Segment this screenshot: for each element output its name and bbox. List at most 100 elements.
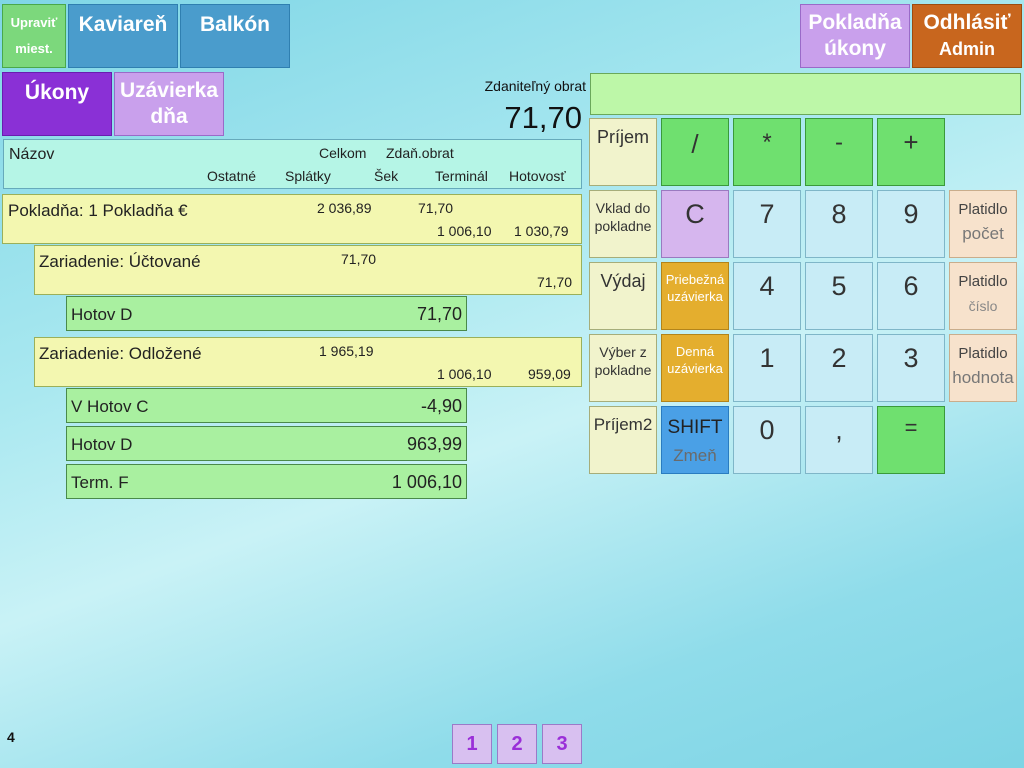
digit-6-label: 6: [903, 271, 919, 301]
prijem-label: Príjem: [596, 127, 649, 147]
header-splatky: Splátky: [285, 168, 331, 184]
vklad-label-1: Vklad do: [595, 200, 651, 216]
digit-8-label: 8: [831, 199, 847, 229]
platidlo-cislo-label-2: číslo: [968, 298, 998, 314]
shift-key[interactable]: SHIFT Zmeň: [661, 406, 729, 474]
platidlo-hodnota-label-1: Platidlo: [958, 345, 1008, 362]
tab-uzavierka-dna[interactable]: Uzávierka dňa: [114, 72, 224, 136]
edit-places-button[interactable]: Upraviť miest.: [2, 4, 66, 68]
vklad-do-pokladne-button[interactable]: Vklad do pokladne: [589, 190, 657, 258]
shift-label-1: SHIFT: [667, 417, 723, 438]
priebezna-label-2: uzávierka: [667, 289, 723, 304]
row-odlozene-name: Zariadenie: Odložené: [39, 344, 202, 363]
row-hotov-d-2-value: 963,99: [406, 434, 462, 454]
tab-ukony[interactable]: Úkony: [2, 72, 112, 136]
row-hotov-d-2[interactable]: Hotov D 963,99: [66, 426, 467, 461]
taxable-turnover-label: Zdaniteľný obrat: [484, 78, 586, 94]
digit-3-label: 3: [903, 343, 919, 373]
tab-uzavierka-label-2: dňa: [150, 105, 188, 128]
digit-7-key[interactable]: 7: [733, 190, 801, 258]
digit-7-label: 7: [759, 199, 775, 229]
platidlo-hodnota-button[interactable]: Platidlo hodnota: [949, 334, 1017, 402]
digit-1-label: 1: [759, 343, 775, 373]
logout-button[interactable]: Odhlásiť Admin: [912, 4, 1022, 68]
shift-label-2: Zmeň: [673, 446, 717, 465]
row-odlozene[interactable]: Zariadenie: Odložené 1 965,19 1 006,10 9…: [34, 337, 582, 387]
cash-operations-label-2: úkony: [824, 37, 886, 60]
row-odlozene-celkom: 1 965,19: [319, 343, 374, 359]
digit-9-label: 9: [903, 199, 919, 229]
cash-operations-button[interactable]: Pokladňa úkony: [800, 4, 910, 68]
row-uctovane-hotovost: 71,70: [537, 274, 573, 290]
digit-5-label: 5: [831, 271, 847, 301]
row-hotov-d-2-name: Hotov D: [71, 435, 133, 454]
vydaj-button[interactable]: Výdaj: [589, 262, 657, 330]
row-term-f[interactable]: Term. F 1 006,10: [66, 464, 467, 499]
record-counter: 4: [7, 729, 15, 745]
digit-2-key[interactable]: 2: [805, 334, 873, 402]
equals-key-label: =: [904, 415, 918, 440]
room-kaviaren-button[interactable]: Kaviareň: [68, 4, 178, 68]
denna-uzavierka-button[interactable]: Denná uzávierka: [661, 334, 729, 402]
platidlo-pocet-label-2: počet: [962, 224, 1004, 243]
page-3-button[interactable]: 3: [542, 724, 582, 764]
plus-key-label: +: [903, 127, 919, 157]
digit-1-key[interactable]: 1: [733, 334, 801, 402]
digit-8-key[interactable]: 8: [805, 190, 873, 258]
room-kaviaren-label: Kaviareň: [78, 13, 168, 36]
digit-5-key[interactable]: 5: [805, 262, 873, 330]
platidlo-cislo-label-1: Platidlo: [958, 273, 1008, 290]
digit-9-key[interactable]: 9: [877, 190, 945, 258]
digit-4-label: 4: [759, 271, 775, 301]
amount-input-display[interactable]: [590, 73, 1021, 115]
tab-uzavierka-label-1: Uzávierka: [119, 79, 219, 102]
page-2-button[interactable]: 2: [497, 724, 537, 764]
row-pokladna-celkom: 2 036,89: [317, 200, 372, 216]
room-balkon-button[interactable]: Balkón: [180, 4, 290, 68]
vyber-z-pokladne-button[interactable]: Výber z pokladne: [589, 334, 657, 402]
multiply-key[interactable]: *: [733, 118, 801, 186]
minus-key[interactable]: -: [805, 118, 873, 186]
platidlo-hodnota-label-2: hodnota: [952, 368, 1014, 387]
edit-places-label-2: miest.: [15, 41, 53, 56]
row-v-hotov-c[interactable]: V Hotov C -4,90: [66, 388, 467, 423]
row-pokladna[interactable]: Pokladňa: 1 Pokladňa € 2 036,89 71,70 1 …: [2, 194, 582, 244]
logout-label-1: Odhlásiť: [923, 11, 1011, 34]
page-2-label: 2: [511, 732, 523, 755]
prijem-button[interactable]: Príjem: [589, 118, 657, 186]
header-ostatne: Ostatné: [207, 168, 257, 184]
row-uctovane[interactable]: Zariadenie: Účtované 71,70 71,70: [34, 245, 582, 295]
divide-key[interactable]: /: [661, 118, 729, 186]
digit-3-key[interactable]: 3: [877, 334, 945, 402]
denna-label-1: Denná: [675, 344, 715, 359]
plus-key[interactable]: +: [877, 118, 945, 186]
comma-key[interactable]: ,: [805, 406, 873, 474]
edit-places-label-1: Upraviť: [10, 15, 58, 30]
vydaj-label: Výdaj: [600, 271, 646, 291]
row-hotov-d-1-value: 71,70: [416, 304, 462, 324]
platidlo-cislo-button[interactable]: Platidlo číslo: [949, 262, 1017, 330]
page-1-label: 1: [466, 732, 478, 755]
room-balkon-label: Balkón: [199, 13, 270, 36]
platidlo-pocet-button[interactable]: Platidlo počet: [949, 190, 1017, 258]
equals-key[interactable]: =: [877, 406, 945, 474]
row-odlozene-terminal: 1 006,10: [437, 366, 492, 382]
prijem2-button[interactable]: Príjem2: [589, 406, 657, 474]
header-terminal: Terminál: [435, 168, 488, 184]
digit-2-label: 2: [831, 343, 847, 373]
digit-4-key[interactable]: 4: [733, 262, 801, 330]
divide-key-label: /: [691, 129, 699, 159]
row-term-f-name: Term. F: [71, 473, 129, 492]
priebezna-uzavierka-button[interactable]: Priebežná uzávierka: [661, 262, 729, 330]
vklad-label-2: pokladne: [594, 218, 652, 234]
digit-6-key[interactable]: 6: [877, 262, 945, 330]
header-hotovost: Hotovosť: [509, 168, 566, 184]
page-1-button[interactable]: 1: [452, 724, 492, 764]
vyber-label-1: Výber z: [599, 344, 647, 360]
digit-0-label: 0: [759, 415, 775, 445]
digit-0-key[interactable]: 0: [733, 406, 801, 474]
row-v-hotov-c-value: -4,90: [420, 396, 462, 416]
clear-key[interactable]: C: [661, 190, 729, 258]
row-hotov-d-1[interactable]: Hotov D 71,70: [66, 296, 467, 331]
vyber-label-2: pokladne: [594, 362, 652, 378]
